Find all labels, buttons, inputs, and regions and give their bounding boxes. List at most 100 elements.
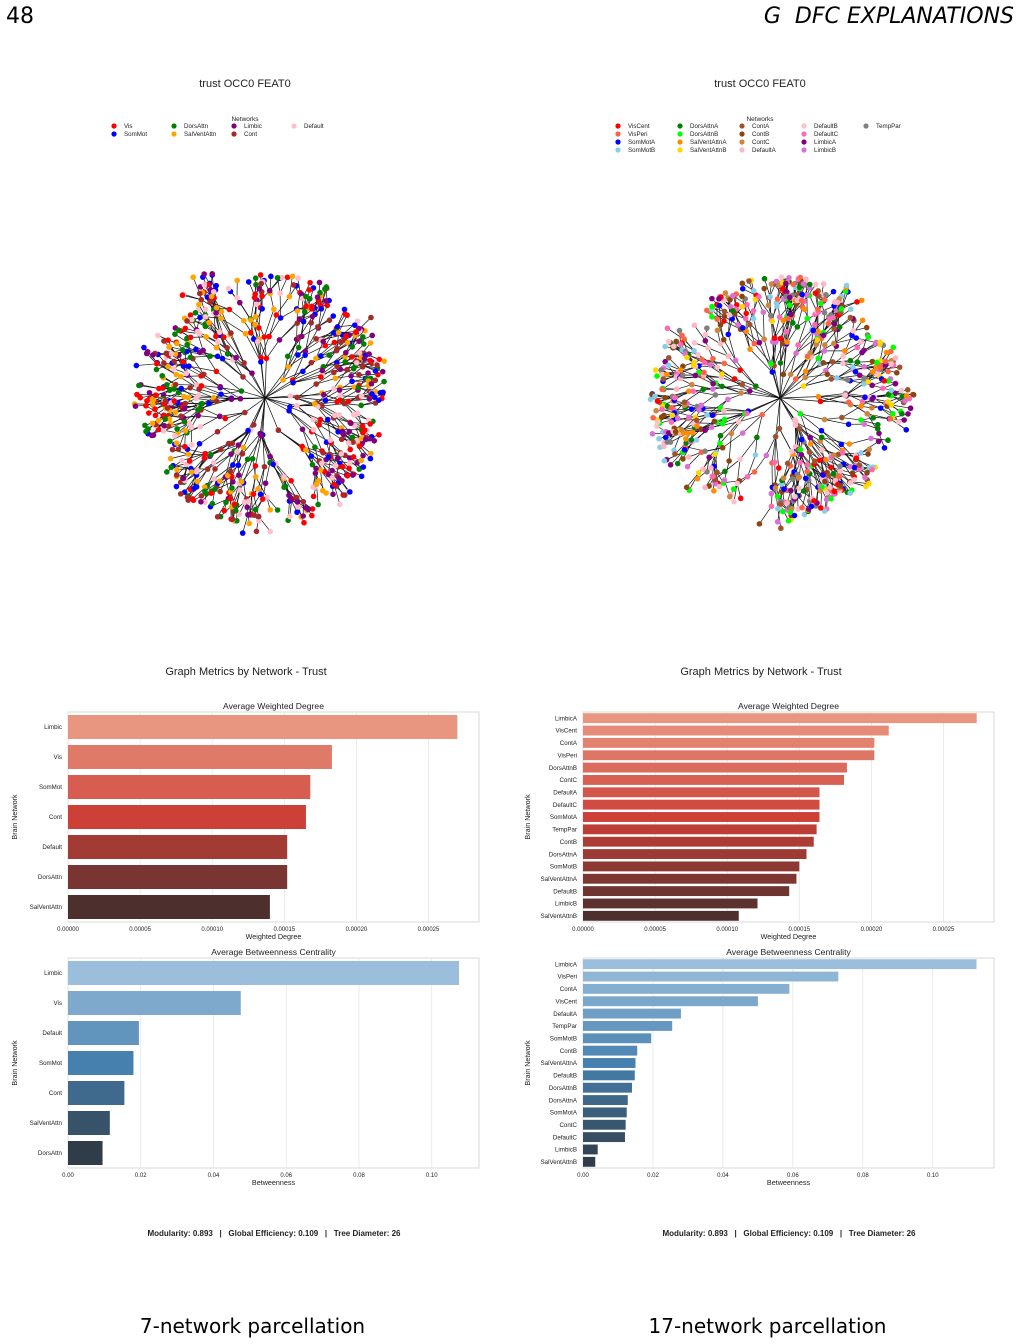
tree-edge: [779, 397, 796, 420]
tree-node: [679, 332, 685, 339]
tree-node: [331, 412, 338, 419]
tree-node: [843, 282, 850, 289]
tree-node: [318, 306, 325, 312]
bar: [583, 836, 814, 847]
tree-node: [270, 461, 276, 468]
tree-node: [162, 416, 169, 423]
tree-node: [862, 474, 868, 481]
tree-node: [143, 350, 150, 357]
tree-node: [326, 352, 332, 358]
tree-node: [347, 446, 354, 453]
tree-node: [300, 513, 306, 519]
bar: [583, 713, 977, 724]
y-axis-label: Brain Network: [10, 794, 19, 840]
bar: [583, 737, 875, 748]
legend-marker: [231, 131, 237, 137]
tree-node: [193, 382, 200, 388]
tree-node: [821, 508, 828, 514]
tree-node: [354, 410, 361, 417]
tree-node: [647, 396, 654, 403]
tree-node: [202, 450, 209, 457]
tree-edge: [305, 327, 319, 352]
tree-node: [235, 462, 242, 469]
tree-node: [678, 426, 685, 433]
tree-node: [319, 367, 326, 374]
tree-edge: [342, 466, 362, 477]
y-tick-label: DefaultB: [553, 1073, 577, 1080]
tree-node: [381, 358, 387, 364]
tree-edge: [236, 430, 249, 452]
tree-node: [842, 348, 848, 354]
tree-node: [342, 354, 349, 360]
tree-edge: [264, 397, 290, 408]
tree-node: [831, 340, 837, 347]
tree-node: [787, 302, 793, 308]
tree-edge: [745, 331, 751, 350]
tree-node: [235, 472, 242, 478]
tree-node: [662, 394, 668, 401]
tree-edge: [302, 358, 317, 372]
tree-node: [880, 385, 886, 392]
tree-edge: [764, 278, 771, 297]
tree-edge: [692, 420, 715, 433]
tree-edge: [251, 476, 257, 494]
tree-node: [877, 339, 884, 346]
bar: [68, 1141, 103, 1165]
tree-node: [191, 485, 197, 492]
tree-node: [817, 398, 824, 405]
tree-edge: [702, 407, 721, 409]
legend-label: SomMotB: [628, 147, 655, 154]
tree-node: [180, 475, 187, 482]
tree-node: [302, 352, 308, 359]
y-tick-label: TempPar: [552, 1023, 577, 1030]
tree-node: [828, 495, 834, 502]
tree-node: [358, 393, 365, 399]
tree-edge: [891, 404, 911, 409]
tree-node: [768, 281, 775, 287]
tree-node: [721, 407, 727, 414]
tree-node: [178, 413, 184, 419]
tree-edge: [824, 417, 842, 420]
tree-node: [861, 347, 867, 354]
tree-node: [783, 280, 789, 287]
tree-node: [769, 318, 776, 325]
tree-node: [815, 328, 821, 335]
tree-node: [665, 338, 672, 345]
tree-node: [899, 393, 906, 400]
tree-node: [792, 416, 798, 423]
tree-edge: [779, 385, 804, 399]
tree-node: [346, 465, 352, 472]
tree-edge: [264, 397, 297, 407]
tree-node: [750, 307, 757, 314]
tree-node: [359, 363, 366, 370]
tree-node: [354, 318, 361, 325]
tree-edge: [268, 317, 281, 337]
tree-node: [790, 281, 797, 288]
tree-node: [705, 345, 711, 351]
tree-edge: [763, 288, 769, 306]
tree-node: [709, 314, 715, 320]
tree-node: [257, 272, 264, 278]
bar: [68, 745, 332, 769]
tree-edge: [257, 466, 265, 490]
tree-node: [337, 501, 343, 508]
tree-node: [671, 343, 677, 350]
tree-node: [330, 313, 337, 319]
tree-edge: [745, 318, 765, 340]
metrics-footer: Modularity: 0.893 | Global Efficiency: 0…: [147, 1229, 401, 1238]
tree-node: [817, 505, 824, 511]
tree-node: [324, 302, 331, 309]
tree-edge: [805, 373, 828, 378]
tree-edge: [741, 392, 781, 399]
tree-edge: [703, 372, 723, 387]
tree-node: [209, 270, 216, 277]
tree-node: [744, 410, 750, 417]
tree-node: [743, 310, 750, 317]
tree-node: [812, 290, 819, 297]
tree-node: [159, 372, 166, 379]
tree-edge: [221, 311, 232, 334]
tree-edge: [301, 326, 318, 337]
tree-node: [299, 443, 306, 450]
tree-edge: [261, 435, 274, 465]
tree-node: [818, 434, 825, 441]
